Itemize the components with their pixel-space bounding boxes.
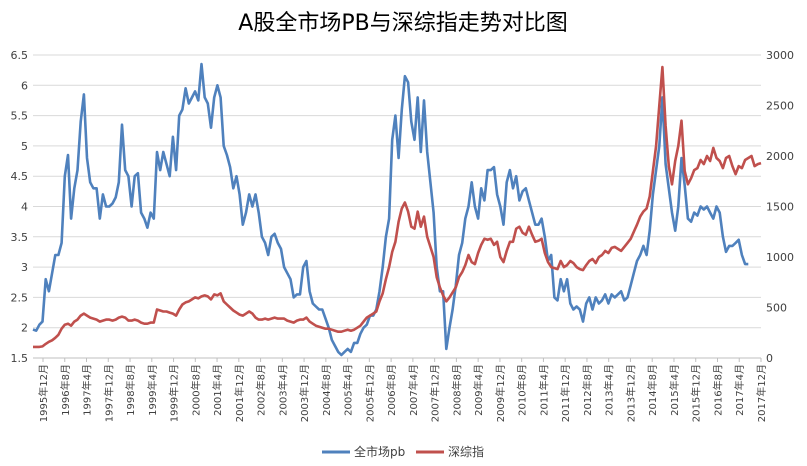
left-tick-label: 2.5 — [11, 291, 29, 304]
x-axis: 1995年12月 1996年8月 1997年4月 1997年12月 1998年8月 199… — [37, 358, 768, 422]
left-tick-label: 1.5 — [11, 352, 29, 365]
x-tick-label: 1997年12月 — [102, 364, 115, 422]
x-tick-label: 2011年12月 — [559, 364, 572, 422]
legend-label-1: 全市场pb — [354, 444, 405, 459]
left-tick-label: 5.5 — [11, 110, 29, 123]
x-tick-label: 2010年8月 — [516, 364, 529, 416]
x-tick-label: 2017年12月 — [755, 364, 768, 422]
x-tick-label: 2003年4月 — [276, 364, 289, 416]
x-tick-label: 2001年12月 — [233, 364, 246, 422]
left-tick-label: 3.5 — [11, 231, 29, 244]
x-tick-label: 2007年12月 — [429, 364, 442, 422]
x-tick-label: 2001年4月 — [211, 364, 224, 416]
right-axis: 0 500 1000 1500 2000 2500 3000 — [766, 49, 794, 365]
series-line-2 — [33, 65, 762, 349]
x-tick-label: 2000年8月 — [189, 364, 202, 416]
x-tick-label: 2006年8月 — [385, 364, 398, 416]
x-tick-label: 2009年12月 — [494, 364, 507, 422]
left-tick-label: 6.5 — [11, 49, 29, 62]
x-tick-label: 2009年4月 — [472, 364, 485, 416]
legend-label-2: 深综指 — [448, 444, 484, 459]
x-tick-label: 2016年8月 — [711, 364, 724, 416]
x-tick-label: 2005年4月 — [342, 364, 355, 416]
x-tick-label: 2008年8月 — [450, 364, 463, 416]
x-tick-label: 2015年12月 — [690, 364, 703, 422]
x-tick-label: 1996年8月 — [59, 364, 72, 416]
left-tick-label: 3 — [21, 261, 28, 274]
x-tick-label: 2011年4月 — [537, 364, 550, 416]
x-tick-label: 2005年12月 — [363, 364, 376, 422]
left-tick-label: 2 — [21, 322, 28, 335]
right-tick-label: 500 — [766, 302, 787, 315]
x-tick-label: 2007年4月 — [407, 364, 420, 416]
x-tick-label: 2003年12月 — [298, 364, 311, 422]
series-line-1 — [32, 62, 749, 357]
right-tick-label: 3000 — [766, 49, 794, 62]
x-tick-label: 2013年12月 — [624, 364, 637, 422]
x-tick-label: 1998年8月 — [124, 364, 137, 416]
x-tick-label: 2012年8月 — [581, 364, 594, 416]
right-tick-label: 1500 — [766, 201, 794, 214]
x-tick-label: 2014年8月 — [646, 364, 659, 416]
right-tick-label: 2500 — [766, 100, 794, 113]
legend: 全市场pb 深综指 — [322, 444, 484, 459]
x-tick-label: 1995年12月 — [37, 364, 50, 422]
x-tick-label: 2017年4月 — [733, 364, 746, 416]
left-axis: 1.5 2 2.5 3 3.5 4 4.5 5 5.5 6 6.5 — [11, 49, 29, 365]
x-tick-label: 1999年12月 — [168, 364, 181, 422]
x-tick-label: 2002年8月 — [255, 364, 268, 416]
x-tick-label: 2013年4月 — [603, 364, 616, 416]
left-tick-label: 5 — [21, 140, 28, 153]
left-tick-label: 4 — [21, 201, 28, 214]
x-tick-label: 2015年4月 — [668, 364, 681, 416]
left-tick-label: 6 — [21, 79, 28, 92]
right-tick-label: 2000 — [766, 150, 794, 163]
right-tick-label: 0 — [766, 352, 773, 365]
x-tick-label: 1999年4月 — [146, 364, 159, 416]
left-tick-label: 4.5 — [11, 170, 29, 183]
chart-title: A股全市场PB与深综指走势对比图 — [238, 11, 567, 36]
x-tick-label: 2004年8月 — [320, 364, 333, 416]
x-tick-label: 1997年4月 — [81, 364, 94, 416]
series-lines — [32, 62, 762, 357]
right-tick-label: 1000 — [766, 251, 794, 264]
